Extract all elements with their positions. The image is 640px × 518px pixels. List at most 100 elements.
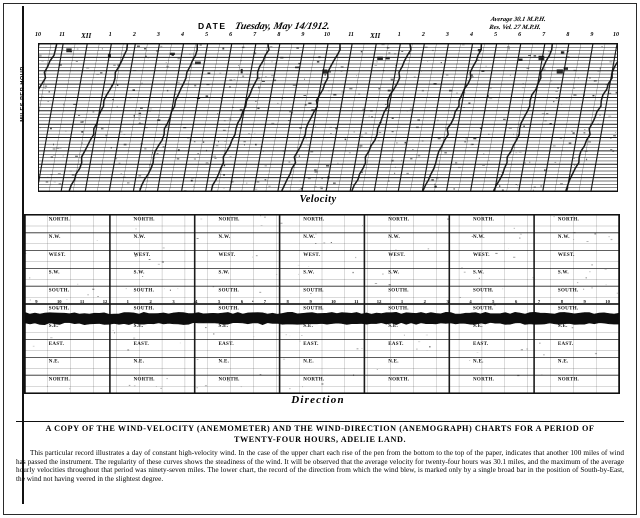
direction-row-label: SOUTH. [49, 306, 70, 311]
velocity-hour-label: 11 [59, 32, 65, 38]
velocity-resultant-annotation: Res. Vel. 27 M.P.H. [488, 23, 542, 31]
direction-hour-label: 8 [287, 299, 290, 304]
direction-row-label: SOUTH. [473, 289, 494, 294]
velocity-hour-label: 10 [35, 32, 41, 38]
direction-row-label: N.E. [558, 360, 569, 365]
direction-row-label: SOUTH. [219, 306, 240, 311]
velocity-hour-label: 3 [445, 32, 449, 38]
direction-row-label: N.W. [219, 235, 231, 240]
direction-hour-label: 11 [354, 299, 359, 304]
direction-row-label: S.W. [49, 271, 60, 276]
direction-row-label: N.E. [134, 360, 145, 365]
direction-row-label: S.E. [303, 324, 313, 329]
direction-hour-label: 9 [35, 299, 38, 304]
velocity-hour-label: 2 [421, 32, 425, 38]
direction-hour-label: 8 [561, 299, 564, 304]
direction-hour-label: 1 [401, 299, 404, 304]
direction-hour-label: 7 [264, 299, 267, 304]
direction-hour-label: 10 [331, 299, 336, 304]
page-frame [3, 3, 637, 515]
direction-hour-label: 2 [424, 299, 427, 304]
velocity-hour-label: 4 [470, 32, 473, 38]
direction-row-label: NORTH. [558, 217, 580, 222]
velocity-hour-label: 9 [590, 32, 594, 38]
direction-row-label: NORTH. [473, 378, 495, 383]
direction-hour-label: 6 [241, 299, 244, 304]
velocity-hour-label: 8 [566, 32, 570, 38]
direction-row-label: N.E. [388, 360, 399, 365]
direction-hour-label: 5 [218, 299, 221, 304]
direction-row-label: SOUTH. [473, 306, 494, 311]
direction-hour-label: 5 [492, 299, 495, 304]
plate-title-line1: A COPY OF THE WIND-VELOCITY (ANEMOMETER)… [45, 424, 595, 433]
direction-row-label: S.W. [473, 271, 484, 276]
direction-row-label: NORTH. [558, 378, 580, 383]
direction-row-label: N.E. [49, 360, 60, 365]
caption-divider [16, 421, 624, 422]
direction-row-label: N.W. [134, 235, 146, 240]
date-value: Tuesday, May 14/1912. [233, 20, 331, 32]
direction-hour-label: 10 [605, 299, 610, 304]
plate-body-text: This particular record illustrates a day… [16, 449, 624, 483]
direction-row-label: SOUTH. [558, 289, 579, 294]
plate-caption-block: A COPY OF THE WIND-VELOCITY (ANEMOMETER)… [16, 424, 624, 483]
direction-row-label: NORTH. [134, 217, 156, 222]
direction-row-label: S.W. [388, 271, 399, 276]
direction-row-label: EAST. [558, 342, 574, 347]
direction-row-label: WEST. [388, 253, 405, 258]
direction-row-label: SOUTH. [388, 306, 409, 311]
direction-hour-label: 6 [515, 299, 518, 304]
direction-row-label: NORTH. [473, 217, 495, 222]
velocity-hour-label: 2 [132, 32, 136, 38]
direction-row-label: N.W. [49, 235, 61, 240]
direction-hour-label: 3 [172, 299, 175, 304]
direction-row-label: NORTH. [303, 217, 325, 222]
direction-row-label: NORTH. [388, 378, 410, 383]
direction-row-label: NORTH. [303, 378, 325, 383]
velocity-hour-label: 5 [205, 32, 209, 38]
direction-hour-label: 7 [538, 299, 541, 304]
velocity-hour-label: 1 [397, 32, 401, 38]
direction-hour-label: 11 [80, 299, 85, 304]
direction-chart-section: NORTH. NORTH. NORTH. NORTH. NORTH. NORTH. NORT… [18, 214, 620, 410]
direction-caption: Direction [291, 394, 345, 406]
direction-row-label: SOUTH. [303, 306, 324, 311]
direction-row-label: S.W. [558, 271, 569, 276]
direction-row-label: WEST. [473, 253, 490, 258]
direction-row-label: N.W. [473, 235, 485, 240]
velocity-caption: Velocity [299, 194, 337, 205]
direction-row-label: NORTH. [49, 217, 71, 222]
direction-row-label: N.W. [388, 235, 400, 240]
date-label: DATE [198, 21, 227, 31]
velocity-plot-svg [39, 44, 617, 191]
direction-row-label: S.E. [473, 324, 483, 329]
direction-hour-label: 4 [469, 299, 472, 304]
velocity-y-axis-label: MILES PER HOUR [20, 66, 26, 122]
direction-row-label: WEST. [558, 253, 575, 258]
direction-row-label: S.W. [303, 271, 314, 276]
direction-plot-svg: NORTH. NORTH. NORTH. NORTH. NORTH. NORTH. NORT… [25, 215, 619, 393]
direction-plot-area: NORTH. NORTH. NORTH. NORTH. NORTH. NORTH. NORT… [24, 214, 620, 394]
direction-row-label: SOUTH. [303, 289, 324, 294]
direction-row-label: EAST. [303, 342, 319, 347]
velocity-hour-label: 7 [542, 32, 546, 38]
direction-hour-label: 10 [57, 299, 62, 304]
direction-row-label: N.W. [303, 235, 315, 240]
velocity-date-line: DATE Tuesday, May 14/1912. [198, 18, 458, 34]
direction-hour-label: 9 [584, 299, 587, 304]
direction-row-label: EAST. [219, 342, 235, 347]
direction-row-label: S.E. [558, 324, 568, 329]
direction-hour-label: 1 [127, 299, 130, 304]
velocity-hour-label: 10 [324, 32, 330, 38]
velocity-hour-label: 1 [108, 32, 112, 38]
direction-row-label: SOUTH. [388, 289, 409, 294]
velocity-hour-label: 11 [348, 32, 354, 38]
direction-row-label: NORTH. [388, 217, 410, 222]
direction-row-label: N.W. [558, 235, 570, 240]
direction-row-label: NORTH. [219, 217, 241, 222]
direction-row-label: N.E. [473, 360, 484, 365]
velocity-annotation-block: Average 30.1 M.P.H. Res. Vel. 27 M.P.H. [489, 16, 612, 31]
direction-row-label: NORTH. [219, 378, 241, 383]
velocity-hour-label: 10 [613, 32, 619, 38]
